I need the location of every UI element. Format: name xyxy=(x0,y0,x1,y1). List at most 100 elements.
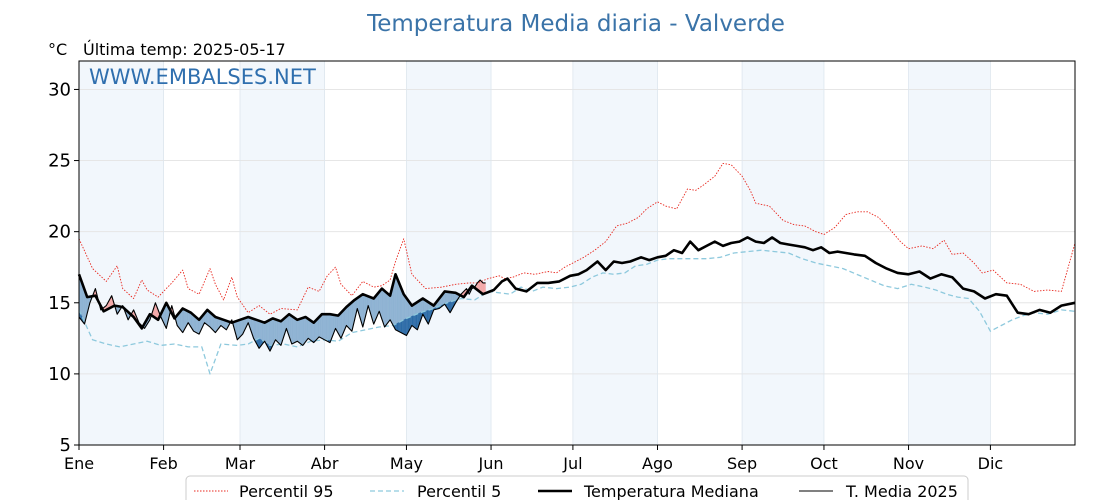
chart-title: Temperatura Media diaria - Valverde xyxy=(366,11,785,37)
x-axis-ticks: Ene Feb Mar Abr May Jun Jul Ago Sep Oct Nov Dic xyxy=(64,445,1003,473)
x-tick-label: Jun xyxy=(478,454,504,473)
x-tick-label: Jul xyxy=(562,454,582,473)
fill-below-median xyxy=(339,312,342,339)
fill-below-median xyxy=(388,294,391,323)
fill-below-median xyxy=(291,315,294,345)
fill-below-median xyxy=(318,315,321,338)
fill-below-median xyxy=(295,318,298,343)
fill-below-median xyxy=(271,318,273,349)
fill-below-median xyxy=(264,321,267,344)
month-band-May xyxy=(406,61,492,445)
fill-below-median xyxy=(313,320,316,343)
x-tick-label: Sep xyxy=(727,454,757,473)
y-tick-label: 25 xyxy=(48,151,71,172)
fill-below-median xyxy=(238,319,241,339)
fill-below-median xyxy=(323,314,325,341)
fill-below-median xyxy=(303,316,306,345)
fill-below-median xyxy=(237,320,239,341)
fill-below-p5 xyxy=(413,314,415,328)
fill-below-median xyxy=(181,308,183,334)
fill-below-median xyxy=(299,318,302,345)
month-bands xyxy=(79,61,991,445)
fill-below-median xyxy=(328,314,331,343)
fill-below-median xyxy=(241,318,243,336)
fill-below-median xyxy=(317,316,320,339)
fill-below-median xyxy=(272,318,275,346)
month-band-Ene xyxy=(79,61,164,445)
fill-below-median xyxy=(273,318,276,343)
fill-below-p5 xyxy=(396,322,399,332)
legend-label-p5: Percentil 5 xyxy=(417,482,501,500)
fill-below-median xyxy=(346,305,348,328)
fill-below-median xyxy=(306,317,309,341)
y-axis-ticks: 5 10 15 20 25 30 xyxy=(48,79,79,456)
fill-below-median xyxy=(182,308,185,333)
fill-below-median xyxy=(309,319,312,341)
x-tick-label: Abr xyxy=(311,454,339,473)
grid-lines xyxy=(78,61,1075,446)
fill-below-median xyxy=(384,290,387,328)
y-tick-label: 30 xyxy=(48,79,71,100)
x-tick-label: May xyxy=(390,454,423,473)
fill-below-median xyxy=(279,320,282,346)
fill-below-median xyxy=(381,288,384,324)
series-line-median xyxy=(77,236,1076,330)
fill-below-median xyxy=(325,314,328,342)
x-tick-label: Ago xyxy=(642,454,673,473)
fill-below-median xyxy=(387,292,389,324)
fill-below-median xyxy=(302,317,305,346)
fill-below-p5 xyxy=(400,320,403,334)
plot-frame xyxy=(78,60,1076,446)
month-band-Nov xyxy=(908,61,991,445)
x-tick-label: Oct xyxy=(810,454,838,473)
series-line-current xyxy=(78,279,486,352)
legend-label-current: T. Media 2025 xyxy=(845,482,958,500)
fill-below-p5 xyxy=(403,318,406,336)
fill-below-median xyxy=(275,319,277,342)
x-tick-label: Nov xyxy=(893,454,924,473)
fill-below-median xyxy=(395,274,398,331)
x-tick-label: Dic xyxy=(978,454,1004,473)
fill-below-median xyxy=(383,289,385,328)
fill-below-p5 xyxy=(398,321,400,333)
month-band-Jul xyxy=(572,61,658,445)
fill-below-median xyxy=(294,317,297,343)
month-band-Mar xyxy=(239,61,325,445)
fill-below-median xyxy=(297,319,299,343)
fill-below-median xyxy=(310,320,313,342)
y-tick-label: 15 xyxy=(48,293,71,314)
y-tick-label: 5 xyxy=(60,435,71,456)
watermark: WWW.EMBALSES.NET xyxy=(89,65,316,89)
legend-label-median: Temperatura Mediana xyxy=(583,482,759,500)
fill-below-p5 xyxy=(404,318,407,336)
fill-below-median xyxy=(316,318,318,341)
y-unit-label: °C xyxy=(48,40,67,59)
fill-below-p5 xyxy=(399,321,402,333)
fill-below-median xyxy=(263,322,265,344)
fill-below-p5 xyxy=(411,315,414,327)
fill-below-median xyxy=(347,304,350,329)
fill-below-median xyxy=(385,291,388,326)
fill-below-median xyxy=(293,316,295,344)
fill-below-median xyxy=(312,321,314,343)
x-tick-label: Ene xyxy=(64,454,94,473)
series-lines xyxy=(77,162,1076,375)
series-line-p5 xyxy=(78,249,1076,375)
fill-below-median xyxy=(324,314,327,341)
y-tick-label: 10 xyxy=(48,364,71,385)
legend: Percentil 95 Percentil 5 Temperatura Med… xyxy=(185,475,969,500)
legend-label-p95: Percentil 95 xyxy=(239,482,334,500)
fill-below-p5 xyxy=(415,313,418,331)
last-temp-label: Última temp: 2025-05-17 xyxy=(83,40,286,59)
fill-below-median xyxy=(320,313,323,339)
legend-box xyxy=(185,475,969,500)
y-tick-label: 20 xyxy=(48,222,71,243)
fill-below-median xyxy=(348,303,351,331)
fill-below-p5 xyxy=(414,314,417,330)
fill-below-median xyxy=(213,315,216,334)
fill-below-p5 xyxy=(402,319,404,335)
fill-below-median xyxy=(314,319,317,342)
fill-below-median xyxy=(305,316,308,343)
fill-below-median xyxy=(301,317,303,346)
